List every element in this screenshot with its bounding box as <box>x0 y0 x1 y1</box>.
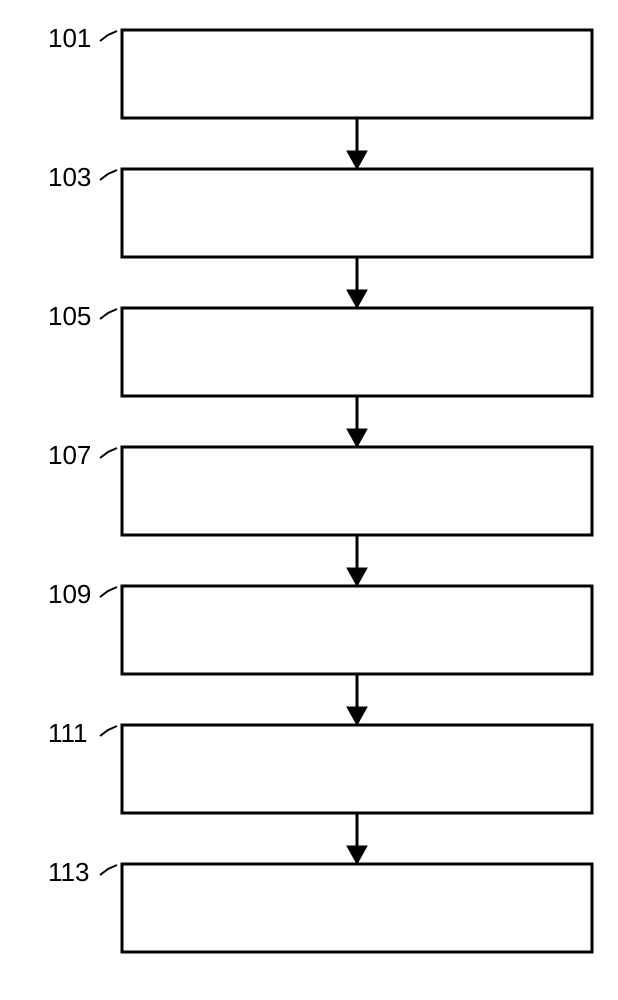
leader-line-109 <box>100 587 117 597</box>
leader-line-101 <box>100 31 117 41</box>
flow-label-105: 105 <box>48 301 91 331</box>
arrowhead-icon <box>347 151 367 169</box>
flow-label-107: 107 <box>48 440 91 470</box>
leader-line-111 <box>100 726 117 736</box>
arrowhead-icon <box>347 568 367 586</box>
flow-box-101 <box>122 30 592 118</box>
arrow-n105-n107 <box>347 396 367 447</box>
leader-line-103 <box>100 170 117 180</box>
flow-box-103 <box>122 169 592 257</box>
flow-box-111 <box>122 725 592 813</box>
arrowhead-icon <box>347 846 367 864</box>
arrow-n103-n105 <box>347 257 367 308</box>
leader-line-105 <box>100 309 117 319</box>
arrowhead-icon <box>347 290 367 308</box>
arrowhead-icon <box>347 429 367 447</box>
arrow-n101-n103 <box>347 118 367 169</box>
leader-line-113 <box>100 865 117 875</box>
flow-label-113: 113 <box>48 857 89 887</box>
flow-label-101: 101 <box>48 23 91 53</box>
arrow-n109-n111 <box>347 674 367 725</box>
leader-line-107 <box>100 448 117 458</box>
flow-box-109 <box>122 586 592 674</box>
arrow-n111-n113 <box>347 813 367 864</box>
flowchart-canvas: 101 103 105 107 109 111 113 <box>0 0 618 1000</box>
flow-label-109: 109 <box>48 579 91 609</box>
arrowhead-icon <box>347 707 367 725</box>
flow-box-107 <box>122 447 592 535</box>
flow-box-105 <box>122 308 592 396</box>
flow-box-113 <box>122 864 592 952</box>
flow-label-103: 103 <box>48 162 91 192</box>
flow-label-111: 111 <box>48 718 88 748</box>
arrow-n107-n109 <box>347 535 367 586</box>
